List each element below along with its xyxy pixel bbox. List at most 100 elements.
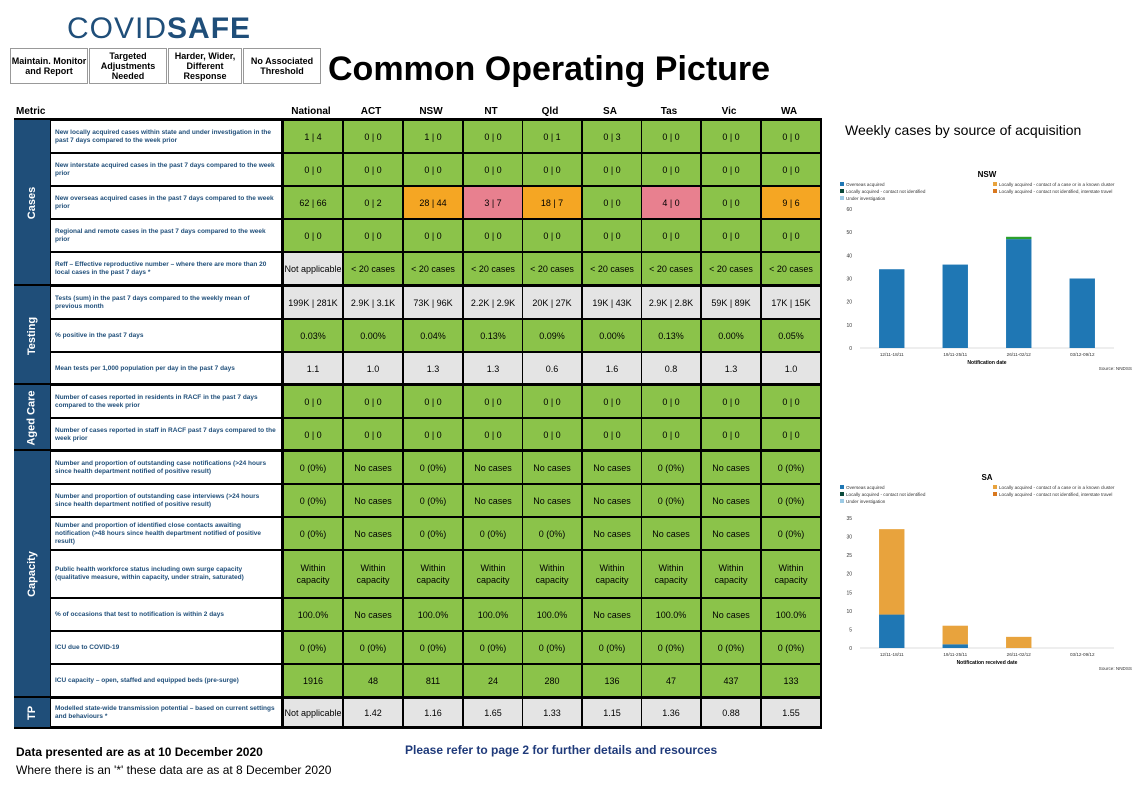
- value-cell-national: 199K | 281K: [283, 286, 343, 319]
- value-cell-nsw: 0 | 0: [403, 153, 463, 186]
- metric-label: Number and proportion of outstanding cas…: [50, 484, 282, 517]
- value-cell-national: 0 | 0: [283, 153, 343, 186]
- value-cell-wa: 0 (0%): [761, 517, 821, 550]
- value-cell-qld: 0 | 0: [522, 418, 582, 451]
- value-cell-nsw: 1 | 0: [403, 120, 463, 153]
- data-date-note: Where there is an '*' these data are as …: [16, 763, 332, 777]
- value-cell-qld: No cases: [522, 484, 582, 517]
- value-cell-nt: No cases: [463, 451, 523, 484]
- y-tick-label: 50: [846, 230, 852, 236]
- section-label: Aged Care: [14, 385, 50, 451]
- sa-chart: SA Overseas acquired Locally acquired - co…: [828, 473, 1132, 671]
- legend-swatch: [993, 492, 997, 496]
- value-cell-wa: 9 | 6: [761, 186, 821, 219]
- value-cell-national: 1.1: [283, 352, 343, 385]
- legend-label: No Associated Threshold: [250, 56, 314, 76]
- metric-header: Metric: [16, 106, 46, 117]
- y-tick-label: 5: [849, 627, 852, 633]
- value-cell-act: 1.42: [343, 698, 403, 727]
- x-axis-label: Notification date: [967, 360, 1006, 366]
- column-header-nt: NT: [484, 106, 498, 117]
- value-cell-nsw: 100.0%: [403, 598, 463, 631]
- column-header-vic: Vic: [721, 106, 737, 117]
- y-tick-label: 15: [846, 590, 852, 596]
- value-cell-tas: No cases: [641, 517, 701, 550]
- column-header-tas: Tas: [660, 106, 678, 117]
- metric-label: Number and proportion of identified clos…: [50, 517, 282, 550]
- value-cell-qld: 100.0%: [522, 598, 582, 631]
- section-label: Cases: [14, 120, 50, 286]
- column-header-nsw: NSW: [419, 106, 443, 117]
- value-cell-nsw: 1.16: [403, 698, 463, 727]
- legend-label: Targeted Adjustments Needed: [100, 51, 156, 81]
- value-cell-nt: 0 | 0: [463, 153, 523, 186]
- legend-label: Locally acquired - contact not identifie…: [999, 492, 1112, 497]
- value-cell-qld: No cases: [522, 451, 582, 484]
- value-cell-act: 1.0: [343, 352, 403, 385]
- value-cell-act: < 20 cases: [343, 252, 403, 286]
- value-cell-sa: 0 | 0: [582, 219, 642, 252]
- value-cell-nt: 0 (0%): [463, 631, 523, 664]
- logo-part2: SAFE: [167, 12, 252, 45]
- metric-label: Mean tests per 1,000 population per day …: [50, 352, 282, 385]
- value-cell-vic: No cases: [701, 598, 761, 631]
- value-cell-sa: No cases: [582, 484, 642, 517]
- value-cell-sa: 0 | 0: [582, 385, 642, 418]
- value-cell-national: 0 (0%): [283, 517, 343, 550]
- bar-segment: [942, 644, 968, 648]
- x-tick-label: 26/11-02/12: [1007, 352, 1032, 357]
- value-cell-qld: < 20 cases: [522, 252, 582, 286]
- value-cell-wa: 0.05%: [761, 319, 821, 352]
- legend-swatch: [840, 492, 844, 496]
- value-cell-national: 0 (0%): [283, 484, 343, 517]
- y-tick-label: 10: [846, 609, 852, 615]
- value-cell-qld: 0 | 0: [522, 385, 582, 418]
- value-cell-tas: 0 (0%): [641, 451, 701, 484]
- value-cell-nsw: 0 (0%): [403, 517, 463, 550]
- value-cell-national: 0 (0%): [283, 631, 343, 664]
- y-tick-label: 30: [846, 535, 852, 541]
- legend-no-threshold: No Associated Threshold: [243, 48, 321, 84]
- column-header-sa: SA: [603, 106, 617, 117]
- value-cell-wa: 0 | 0: [761, 153, 821, 186]
- legend-swatch: [993, 182, 997, 186]
- value-cell-vic: 0.88: [701, 698, 761, 727]
- y-tick-label: 40: [846, 253, 852, 259]
- legend-swatch: [993, 189, 997, 193]
- value-cell-nsw: 0 (0%): [403, 631, 463, 664]
- value-cell-nsw: 73K | 96K: [403, 286, 463, 319]
- value-cell-sa: No cases: [582, 517, 642, 550]
- source-label: Source: NNDSS: [1099, 366, 1132, 371]
- legend-label: Maintain. Monitor and Report: [11, 56, 87, 76]
- y-tick-label: 25: [846, 553, 852, 559]
- section-name: TP: [26, 705, 38, 720]
- value-cell-national: Not applicable: [283, 698, 343, 727]
- value-cell-nt: 0 | 0: [463, 385, 523, 418]
- value-cell-qld: 0 | 1: [522, 120, 582, 153]
- value-cell-nt: 0 | 0: [463, 219, 523, 252]
- value-cell-act: Within capacity: [343, 550, 403, 598]
- legend-label: Overseas acquired: [846, 485, 885, 490]
- value-cell-nsw: 0 | 0: [403, 385, 463, 418]
- section-label: TP: [14, 698, 50, 727]
- refer-link[interactable]: Please refer to page 2 for further detai…: [405, 743, 718, 757]
- value-cell-sa: 0 (0%): [582, 631, 642, 664]
- value-cell-sa: 0 | 0: [582, 418, 642, 451]
- chart-heading: Weekly cases by source of acquisition: [845, 122, 1082, 138]
- value-cell-nt: 0 | 0: [463, 418, 523, 451]
- nsw-chart-panel: NSW Overseas acquired Locally acquired - c…: [828, 158, 1136, 380]
- value-cell-act: 0 | 0: [343, 153, 403, 186]
- bar-segment: [879, 269, 905, 348]
- legend-label: Locally acquired - contact not identifie…: [846, 189, 926, 194]
- y-tick-label: 20: [846, 300, 852, 306]
- bar-segment: [1069, 278, 1095, 348]
- value-cell-qld: 0 | 0: [522, 219, 582, 252]
- metric-label: Number of cases reported in residents in…: [50, 385, 282, 418]
- value-cell-qld: 0.6: [522, 352, 582, 385]
- metric-label: ICU due to COVID-19: [50, 631, 282, 664]
- bar-segment: [942, 264, 968, 348]
- value-cell-act: 0 | 0: [343, 418, 403, 451]
- legend-swatch: [840, 182, 844, 186]
- legend-targeted: Targeted Adjustments Needed: [89, 48, 167, 84]
- value-cell-tas: 0 | 0: [641, 385, 701, 418]
